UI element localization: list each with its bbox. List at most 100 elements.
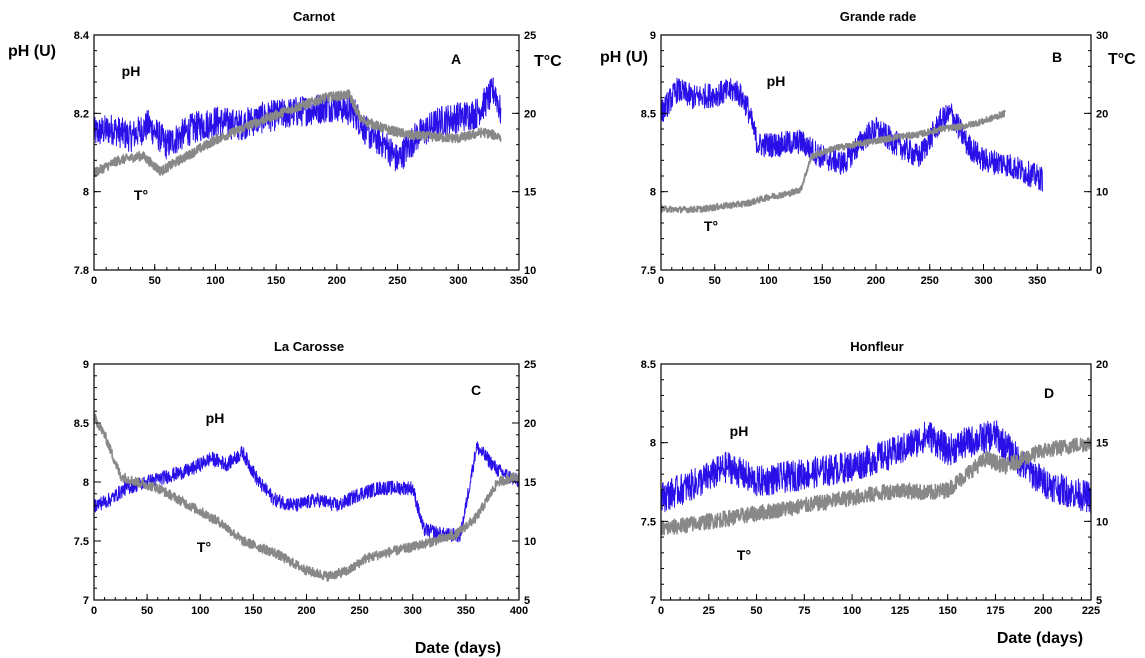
temperature-annotation: T°	[704, 218, 718, 234]
temperature-series-line	[94, 89, 502, 177]
ph-annotation: pH	[730, 423, 749, 439]
panel-title: Carnot	[293, 9, 336, 24]
y-left-tick-label: 8	[83, 477, 89, 489]
x-tick-label: 50	[149, 275, 161, 287]
y-left-tick-label: 9	[650, 30, 656, 42]
y-axis-right-label: T°C	[534, 53, 562, 70]
y-axis-left-label: pH (U)	[600, 49, 648, 66]
y-right-tick-label: 20	[524, 108, 536, 120]
x-tick-label: 150	[267, 275, 285, 287]
panel-letter: D	[1044, 385, 1054, 401]
y-right-tick-label: 25	[524, 30, 536, 42]
y-right-tick-label: 0	[1096, 265, 1102, 277]
x-tick-label: 150	[938, 605, 956, 617]
panel-title: La Carosse	[274, 339, 344, 354]
x-tick-label: 350	[510, 275, 528, 287]
y-right-tick-label: 20	[1096, 359, 1108, 371]
y-left-tick-label: 8.5	[74, 418, 89, 430]
x-tick-label: 200	[867, 275, 885, 287]
x-tick-label: 0	[658, 275, 664, 287]
ph-annotation: pH	[206, 410, 225, 426]
x-tick-label: 100	[759, 275, 777, 287]
temperature-annotation: T°	[197, 539, 211, 555]
x-tick-label: 75	[798, 605, 810, 617]
panel-letter: A	[451, 51, 461, 67]
x-tick-label: 350	[457, 605, 475, 617]
y-right-tick-label: 20	[1096, 108, 1108, 120]
y-left-tick-label: 7	[83, 595, 89, 607]
x-tick-label: 100	[206, 275, 224, 287]
temperature-series-line	[661, 437, 1091, 536]
y-right-tick-label: 20	[524, 418, 536, 430]
x-tick-label: 350	[1028, 275, 1046, 287]
x-tick-label: 0	[91, 275, 97, 287]
y-left-tick-label: 9	[83, 359, 89, 371]
x-axis-label-left: Date (days)	[415, 640, 501, 657]
ph-annotation: pH	[767, 73, 786, 89]
y-right-tick-label: 30	[1096, 30, 1108, 42]
chart-panel-carnot: Carnot pH (U) T°C A pH T° 0 50 100 150 200 25…	[8, 9, 562, 287]
chart-panel-grande-rade: Grande rade pH (U) T°C B pH T° 0 50 100 150…	[600, 9, 1136, 287]
x-tick-label: 50	[141, 605, 153, 617]
x-tick-label: 250	[350, 605, 368, 617]
y-left-tick-label: 8	[650, 187, 656, 199]
x-tick-label: 200	[1034, 605, 1052, 617]
y-left-tick-label: 8	[83, 187, 89, 199]
y-axis-right-label: T°C	[1108, 51, 1136, 68]
x-axis-label-right: Date (days)	[997, 630, 1083, 647]
x-tick-label: 250	[921, 275, 939, 287]
y-right-tick-label: 10	[524, 265, 536, 277]
y-left-tick-label: 8.5	[641, 359, 656, 371]
temperature-series-line	[94, 413, 519, 582]
x-tick-label: 150	[813, 275, 831, 287]
x-tick-label: 200	[297, 605, 315, 617]
x-tick-label: 0	[91, 605, 97, 617]
y-left-tick-label: 8.4	[74, 30, 90, 42]
x-tick-label: 100	[191, 605, 209, 617]
plot-frame	[660, 363, 1092, 601]
x-tick-label: 0	[658, 605, 664, 617]
ph-series-line	[94, 77, 502, 172]
x-tick-label: 50	[709, 275, 721, 287]
panel-letter: B	[1052, 49, 1062, 65]
x-tick-label: 125	[891, 605, 909, 617]
x-tick-label: 175	[986, 605, 1004, 617]
y-right-tick-label: 5	[1096, 595, 1102, 607]
y-left-tick-label: 8.2	[74, 108, 89, 120]
y-left-tick-label: 7.5	[641, 516, 656, 528]
y-right-tick-label: 10	[1096, 516, 1108, 528]
temperature-annotation: T°	[737, 547, 751, 563]
ph-annotation: pH	[122, 63, 141, 79]
y-right-tick-label: 15	[1096, 438, 1108, 450]
y-left-tick-label: 7	[650, 595, 656, 607]
y-left-tick-label: 8	[650, 438, 656, 450]
y-left-tick-label: 8.5	[641, 108, 656, 120]
panel-title: Honfleur	[850, 339, 903, 354]
x-tick-label: 25	[703, 605, 715, 617]
x-tick-label: 150	[244, 605, 262, 617]
y-right-tick-label: 25	[524, 359, 536, 371]
ph-series-line	[661, 420, 1091, 514]
y-right-tick-label: 15	[524, 477, 536, 489]
chart-panel-la-carosse: La Carosse C pH T° 0 50 100 150 200 250 300 350…	[74, 339, 537, 617]
temperature-series-line	[661, 109, 1006, 214]
ph-series-line	[661, 77, 1043, 192]
y-left-tick-label: 7.5	[74, 536, 89, 548]
y-right-tick-label: 5	[524, 595, 530, 607]
x-tick-label: 250	[388, 275, 406, 287]
panel-title: Grande rade	[840, 9, 917, 24]
y-left-tick-label: 7.5	[641, 265, 656, 277]
y-axis-left-label: pH (U)	[8, 43, 56, 60]
x-tick-label: 225	[1082, 605, 1100, 617]
panel-letter: C	[471, 382, 481, 398]
plot-frame	[93, 34, 520, 271]
x-tick-label: 300	[974, 275, 992, 287]
x-tick-label: 300	[404, 605, 422, 617]
y-left-tick-label: 7.8	[74, 265, 89, 277]
x-tick-label: 300	[449, 275, 467, 287]
x-tick-label: 100	[843, 605, 861, 617]
plot-frame	[660, 34, 1092, 271]
x-tick-label: 50	[750, 605, 762, 617]
plot-frame	[93, 363, 520, 601]
